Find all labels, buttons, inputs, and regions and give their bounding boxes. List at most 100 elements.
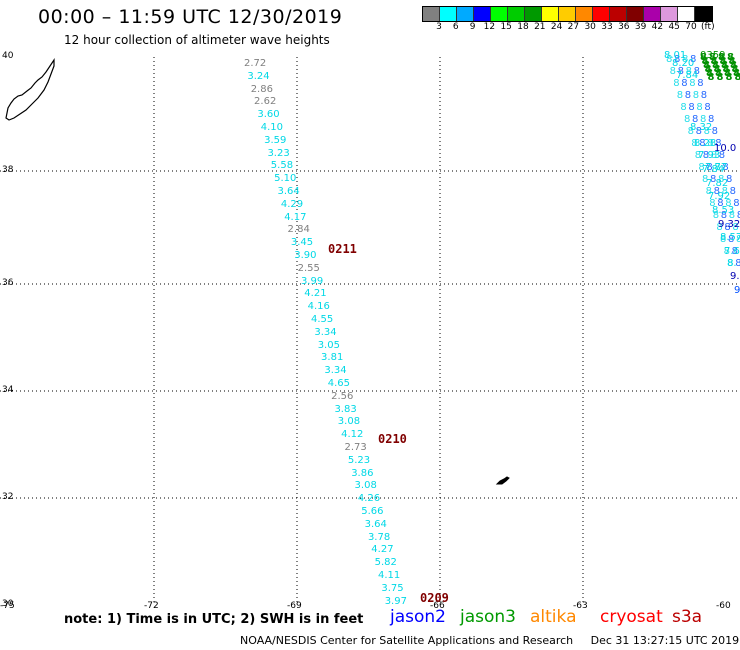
latitude-label: 30	[2, 599, 14, 609]
swath-mark: 8	[704, 126, 710, 137]
swath-mark: 8	[703, 60, 710, 71]
wave-height-value: 8.01	[664, 50, 687, 61]
wave-height-value: 8.	[727, 258, 737, 269]
pass-time-label: 0211	[328, 242, 357, 256]
swath-mark: 8	[712, 60, 719, 71]
wave-height-value: 4.27	[371, 544, 394, 556]
swath-mark: 8	[708, 114, 714, 125]
swath-mark: 8	[728, 234, 734, 245]
wave-height-value: 3.34	[314, 326, 337, 338]
swath-mark: 8	[716, 222, 722, 233]
legend-swatch	[627, 7, 644, 21]
legend-swatch	[593, 7, 610, 21]
legend-label: (ft)	[701, 22, 715, 32]
legend-swatch	[542, 7, 559, 21]
wave-height-value: 3.86	[351, 467, 374, 479]
swath-mark: 8	[727, 258, 733, 269]
swath-mark: 8	[692, 114, 698, 125]
legend-label: 15	[500, 22, 512, 32]
latitude-label: 38	[2, 165, 14, 175]
swath-mark: 8	[706, 186, 712, 197]
legend-swatch	[559, 7, 576, 21]
legend-label: 36	[618, 22, 630, 32]
swath-mark: 8	[682, 54, 688, 65]
swath-mark: 8	[680, 102, 686, 113]
swath-mark: 8	[670, 66, 676, 77]
wave-height-value: 7.93	[698, 150, 721, 161]
legend-swatch	[576, 7, 593, 21]
wave-height-value: 3.59	[264, 134, 287, 146]
legend-swatch	[423, 7, 440, 21]
wave-height-value: 2.56	[331, 390, 354, 402]
swath-mark: 8	[735, 258, 740, 269]
wave-height-value: 3.99	[300, 275, 324, 287]
wave-height-value: 5.82	[374, 557, 397, 569]
latitude-label: 36	[2, 278, 14, 288]
wave-height-value: 3.64	[277, 186, 300, 197]
wave-height-value: 4.21	[304, 288, 327, 300]
wave-height-value: 2.84	[287, 224, 310, 236]
swath-mark: 8	[684, 114, 690, 125]
swath-mark: 8	[722, 186, 728, 197]
legend-swatch	[610, 7, 627, 21]
color-legend	[422, 6, 713, 22]
wave-height-value: 9	[734, 285, 740, 296]
swath-mark: 8	[666, 54, 672, 65]
wave-height-value: 8.20	[672, 58, 695, 69]
swath-mark: 8	[712, 126, 718, 137]
legend-label: 70	[685, 22, 697, 32]
pass-time-label: 0210	[378, 432, 407, 446]
swath-mark: 8	[701, 90, 707, 101]
legend-label: 9	[469, 22, 476, 32]
swath-mark: 8	[685, 90, 691, 101]
longitude-label: -60	[716, 601, 731, 611]
swath-mark: 8	[723, 64, 730, 75]
swath-mark: 8	[681, 78, 687, 89]
legend-swatch	[474, 7, 491, 21]
wave-height-value: 2.62	[254, 96, 277, 108]
land-features	[5, 58, 510, 485]
wave-height-value: 7.6	[724, 246, 740, 257]
wave-height-value: 3.90	[294, 250, 317, 261]
swath-mark: 8	[688, 126, 694, 137]
swath-mark: 8	[702, 174, 708, 185]
wave-height-value: 4.12	[341, 429, 364, 441]
wave-height-value: 7.84	[676, 70, 699, 81]
swath-mark: 8	[698, 162, 704, 173]
legend-label: 30	[584, 22, 596, 32]
swath-mark: 8	[709, 198, 715, 209]
swath-mark: 8	[705, 64, 712, 75]
wave-height-value: 8.28	[694, 138, 717, 149]
swath-mark: 8	[729, 56, 736, 67]
longitude-label: -69	[287, 601, 302, 611]
swath-mark: 8	[720, 234, 726, 245]
swath-mark: 8	[717, 72, 724, 83]
wave-height-value: 2.73	[344, 442, 367, 453]
swath-mark: 8	[737, 210, 740, 221]
legend-label: 18	[517, 22, 529, 32]
swath-mark: 8	[688, 102, 694, 113]
swath-mark: 8	[695, 150, 701, 161]
wave-height-value: 3.97	[384, 595, 407, 607]
swath-mark: 8	[729, 210, 735, 221]
satellite-label: cryosat	[600, 607, 663, 627]
wave-height-value: 3.24	[247, 70, 270, 82]
legend-swatch	[491, 7, 508, 21]
swath-mark: 8	[697, 78, 703, 89]
legend-swatch	[457, 7, 474, 21]
legend-label: 27	[567, 22, 580, 32]
wave-height-value: 4.10	[260, 122, 284, 133]
swath-mark: 8	[706, 68, 713, 79]
longitude-label: -75	[0, 601, 15, 611]
swath-mark: 8	[724, 68, 731, 79]
legend-label: 39	[634, 22, 647, 32]
latitude-label: 34	[2, 385, 14, 395]
wave-height-value: 7.77	[705, 162, 728, 173]
swath-mark: 8	[691, 138, 697, 149]
swath-mark: 8	[732, 246, 738, 257]
footer-note: note: 1) Time is in UTC; 2) SWH is in fe…	[64, 612, 364, 627]
wave-height-value: 3.64	[364, 518, 387, 530]
dense-track-swath: 8888888888888888888888888888888888888888…	[666, 52, 740, 269]
swath-mark: 8	[690, 54, 696, 65]
longitude-label: -72	[144, 601, 159, 611]
